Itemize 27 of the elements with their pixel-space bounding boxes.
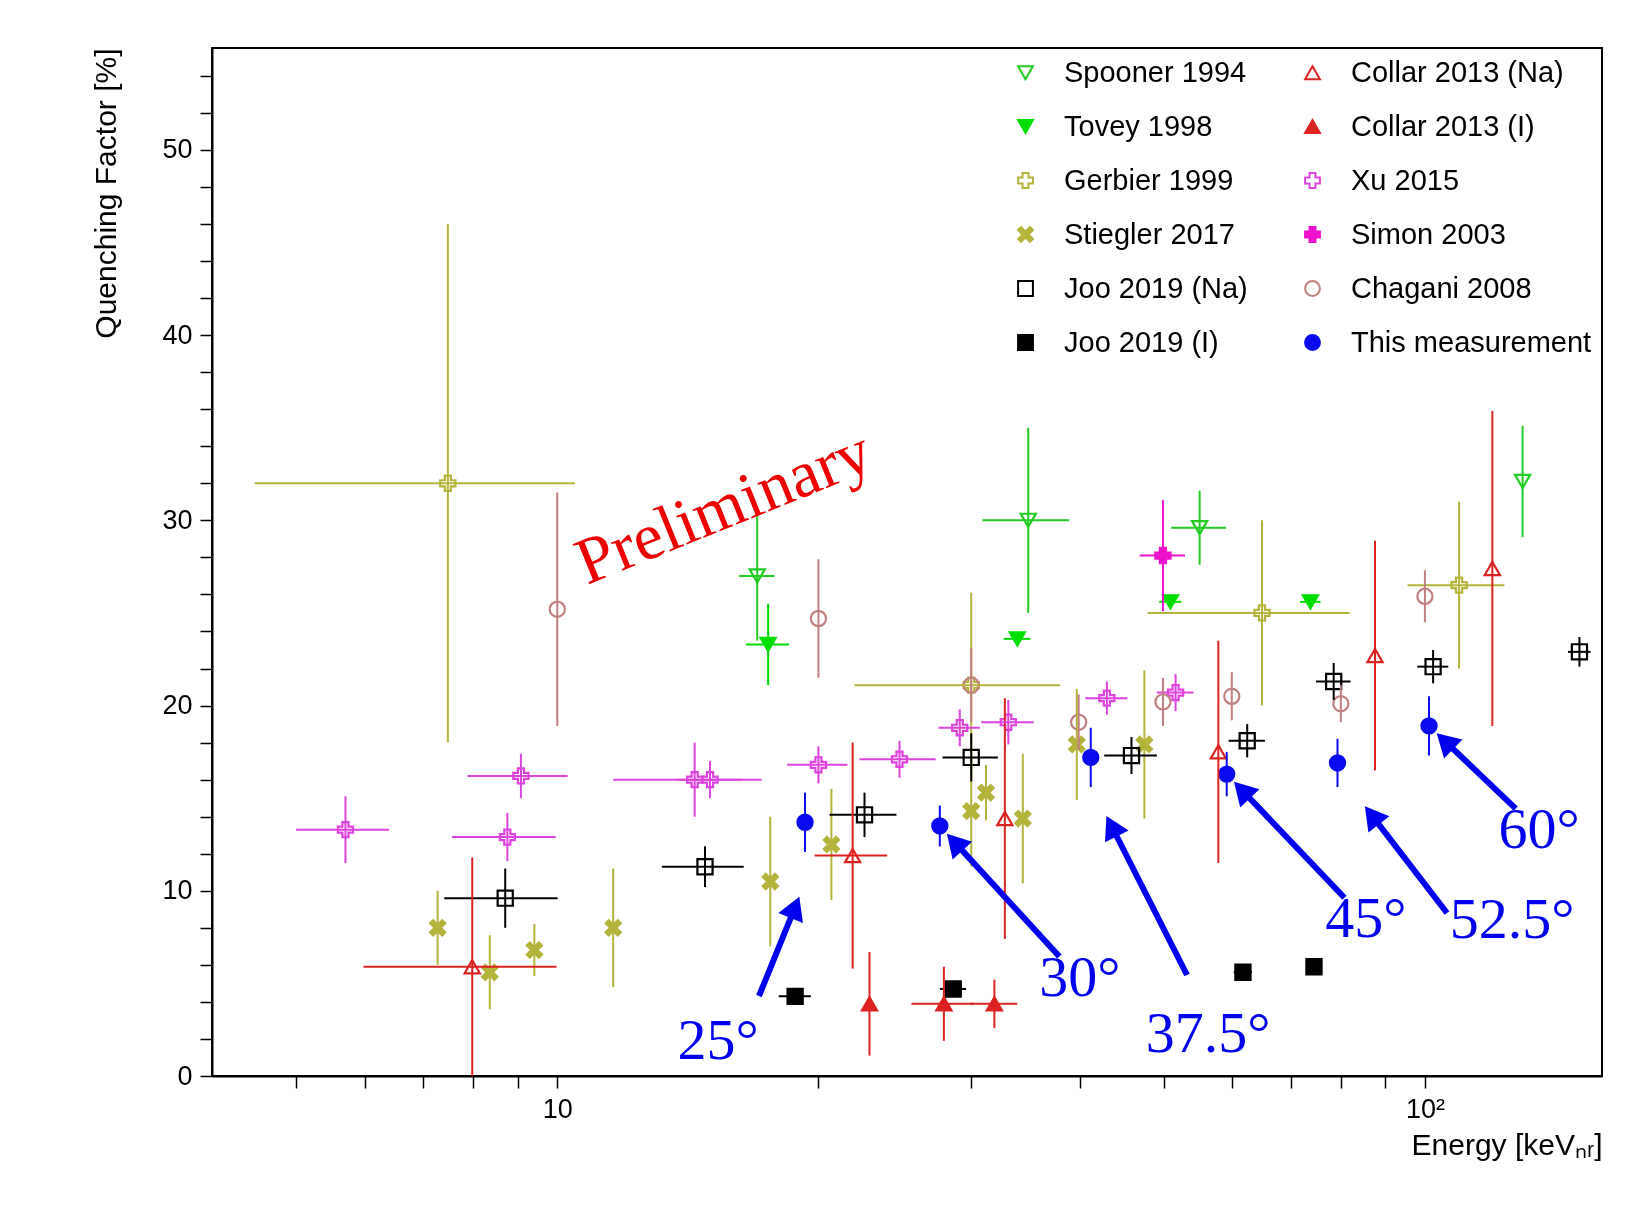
annotation: 30° xyxy=(1039,943,1121,1009)
legend-label: Joo 2019 (I) xyxy=(1064,325,1219,358)
x-tick-label: 10² xyxy=(1405,1093,1445,1124)
x-axis-title: Energy [keVₙᵣ] xyxy=(1411,1127,1603,1161)
annotation: 60° xyxy=(1498,795,1580,861)
annotation: 25° xyxy=(677,1007,759,1072)
legend-label: Tovey 1998 xyxy=(1064,109,1213,142)
y-axis-title: Quenching Factor [%] xyxy=(89,48,123,339)
legend-label: Collar 2013 (I) xyxy=(1351,109,1535,142)
y-tick-label: 30 xyxy=(162,504,193,535)
legend-label: Collar 2013 (Na) xyxy=(1351,55,1564,88)
legend-label: Spooner 1994 xyxy=(1064,55,1247,88)
legend-label: Chagani 2008 xyxy=(1351,271,1532,304)
y-tick-label: 10 xyxy=(162,875,193,906)
y-tick-label: 50 xyxy=(162,134,193,165)
legend-label: Gerbier 1999 xyxy=(1064,163,1234,196)
y-tick-label: 20 xyxy=(162,690,193,721)
annotation: 45° xyxy=(1325,885,1407,951)
legend-label: Xu 2015 xyxy=(1351,163,1460,196)
legend-label: Simon 2003 xyxy=(1351,217,1506,250)
annotation: 37.5° xyxy=(1145,1000,1271,1065)
annotation: 52.5° xyxy=(1449,886,1575,951)
y-tick-label: 40 xyxy=(162,319,193,350)
legend-label: Joo 2019 (Na) xyxy=(1064,271,1248,304)
legend-label: Stiegler 2017 xyxy=(1064,217,1235,250)
legend-label: This measurement xyxy=(1351,325,1592,358)
y-tick-label: 0 xyxy=(177,1060,193,1091)
